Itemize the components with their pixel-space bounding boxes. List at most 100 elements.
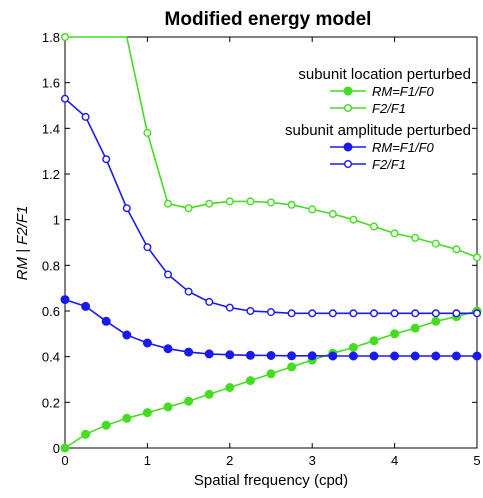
data-point bbox=[452, 309, 461, 318]
y-tick-label: 0.8 bbox=[42, 258, 60, 273]
x-tick-label: 2 bbox=[226, 453, 233, 468]
data-point bbox=[61, 33, 70, 42]
data-point bbox=[122, 413, 132, 423]
x-tick-label: 0 bbox=[61, 453, 68, 468]
data-point bbox=[60, 443, 70, 453]
data-point bbox=[184, 396, 194, 406]
series-layer bbox=[60, 33, 482, 453]
legend-entry-label: RM=F1/F0 bbox=[372, 84, 435, 99]
data-point bbox=[266, 351, 276, 361]
data-point bbox=[245, 376, 255, 386]
y-axis-label: RM | F2/F1 bbox=[14, 206, 31, 281]
data-point bbox=[142, 338, 152, 348]
data-point bbox=[348, 351, 358, 361]
x-tick-label: 5 bbox=[473, 453, 480, 468]
data-point bbox=[101, 420, 111, 430]
data-point bbox=[451, 351, 461, 361]
data-point bbox=[205, 199, 214, 208]
data-point bbox=[328, 351, 338, 361]
plot-frame bbox=[64, 36, 478, 449]
legend-entry-label: F2/F1 bbox=[372, 157, 406, 172]
legend: subunit location perturbedRM=F1/F0F2/F1s… bbox=[285, 66, 471, 172]
data-point bbox=[101, 316, 111, 326]
chart-title: Modified energy model bbox=[165, 9, 372, 30]
legend-group-title: subunit amplitude perturbed bbox=[285, 122, 471, 139]
data-point bbox=[369, 336, 379, 346]
data-point bbox=[184, 347, 194, 357]
data-point bbox=[348, 343, 358, 353]
legend-entry-label: RM=F1/F0 bbox=[372, 140, 435, 155]
data-point bbox=[225, 197, 234, 206]
y-tick-label: 1.8 bbox=[42, 30, 60, 45]
series-0 bbox=[60, 306, 482, 453]
legend-entry-label: F2/F1 bbox=[372, 101, 406, 116]
data-point bbox=[184, 204, 193, 213]
data-point bbox=[328, 309, 337, 318]
data-point bbox=[122, 330, 132, 340]
legend-swatch-marker bbox=[343, 142, 353, 152]
data-point bbox=[61, 94, 70, 103]
data-point bbox=[204, 389, 214, 399]
data-point bbox=[143, 243, 152, 252]
y-tick-label: 0.4 bbox=[42, 350, 60, 365]
data-point bbox=[225, 350, 235, 360]
data-point bbox=[246, 197, 255, 206]
data-point bbox=[473, 309, 482, 318]
data-point bbox=[163, 402, 173, 412]
data-point bbox=[225, 383, 235, 393]
series-1 bbox=[61, 33, 482, 262]
data-point bbox=[143, 128, 152, 137]
data-point bbox=[122, 204, 131, 213]
data-point bbox=[60, 295, 70, 305]
data-point bbox=[266, 369, 276, 379]
data-point bbox=[267, 198, 276, 207]
data-point bbox=[431, 239, 440, 248]
data-point bbox=[184, 287, 193, 296]
data-point bbox=[431, 309, 440, 318]
data-point bbox=[411, 233, 420, 242]
data-point bbox=[287, 351, 297, 361]
data-point bbox=[245, 350, 255, 360]
data-point bbox=[163, 199, 172, 208]
data-point bbox=[410, 351, 420, 361]
legend-swatch-marker bbox=[344, 159, 353, 168]
data-point bbox=[411, 309, 420, 318]
data-point bbox=[390, 329, 400, 339]
data-point bbox=[431, 316, 441, 326]
data-point bbox=[431, 351, 441, 361]
y-tick-label: 0.6 bbox=[42, 304, 60, 319]
y-tick-label: 0.2 bbox=[42, 395, 60, 410]
data-point bbox=[142, 408, 152, 418]
legend-swatch-marker bbox=[343, 86, 353, 96]
data-point bbox=[390, 229, 399, 238]
legend-group-title: subunit location perturbed bbox=[298, 66, 471, 83]
series-3 bbox=[61, 94, 482, 318]
data-point bbox=[287, 362, 297, 372]
x-tick-label: 3 bbox=[309, 453, 316, 468]
data-point bbox=[349, 309, 358, 318]
data-point bbox=[328, 209, 337, 218]
data-point bbox=[81, 301, 91, 311]
x-axis-label: Spatial frequency (cpd) bbox=[194, 472, 348, 489]
data-point bbox=[370, 222, 379, 231]
data-point bbox=[225, 303, 234, 312]
data-point bbox=[369, 351, 379, 361]
data-point bbox=[246, 307, 255, 316]
data-point bbox=[410, 323, 420, 333]
data-point bbox=[267, 308, 276, 317]
data-point bbox=[473, 253, 482, 262]
x-tick-label: 1 bbox=[144, 453, 151, 468]
data-point bbox=[205, 297, 214, 306]
data-point bbox=[307, 351, 317, 361]
data-point bbox=[163, 344, 173, 354]
data-point bbox=[102, 155, 111, 164]
data-point bbox=[308, 205, 317, 214]
data-point bbox=[370, 309, 379, 318]
data-point bbox=[308, 309, 317, 318]
data-point bbox=[390, 309, 399, 318]
y-tick-label: 1.6 bbox=[42, 76, 60, 91]
series-2 bbox=[60, 295, 482, 361]
data-point bbox=[287, 309, 296, 318]
y-tick-label: 1.2 bbox=[42, 167, 60, 182]
